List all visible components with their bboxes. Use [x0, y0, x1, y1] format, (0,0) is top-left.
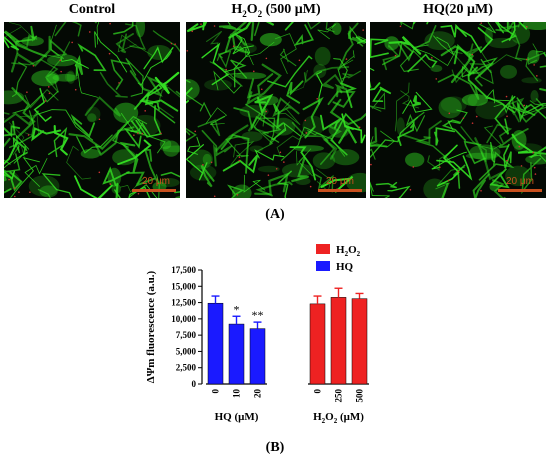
x-tick-label: 20 [253, 389, 263, 399]
panel-title-control: Control [68, 2, 116, 17]
bar [228, 323, 245, 385]
scale-bar [318, 189, 362, 192]
significance-mark: ** [252, 308, 264, 322]
y-tick-label: 10,000 [171, 314, 196, 324]
panel-title-h2o2: H2O2 (500 μM) [231, 2, 321, 19]
micrograph-control [4, 22, 180, 198]
scale-label: 20 μm [142, 176, 170, 187]
scale-label: 20 μm [326, 176, 354, 187]
legend: H2O2 HQ [316, 244, 361, 273]
x-tick-label: 0 [211, 389, 221, 394]
bar-chart: 0 2,500 5,000 7,500 10,000 12,500 15,000 17,500… [145, 244, 369, 425]
y-tick-label: 15,000 [171, 281, 196, 291]
legend-label: HQ [336, 261, 354, 273]
micrograph-hq [370, 22, 546, 198]
group-H2O2: 0 250 500 H2O2 (μM) [308, 287, 369, 425]
y-tick-label: 0 [192, 379, 197, 389]
scale-bar [498, 189, 542, 192]
y-tick-label: 5,000 [176, 346, 197, 356]
y-tick-label: 7,500 [176, 330, 197, 340]
y-tick-label: 17,500 [171, 265, 196, 275]
bar [330, 297, 347, 385]
x-tick-label: 0 [313, 389, 323, 394]
x-axis-label: HQ (μM) [215, 411, 259, 423]
y-axis: 0 2,500 5,000 7,500 10,000 12,500 15,000 17,500 [171, 265, 203, 389]
bar [309, 303, 326, 385]
scale-label: 20 μm [506, 176, 534, 187]
group-HQ: 0 * 10 ** 20 HQ (μM) [206, 295, 267, 423]
panel-a-label: (A) [265, 207, 285, 222]
bar [249, 328, 266, 385]
micrograph-h2o2 [186, 22, 366, 198]
y-tick-label: 12,500 [171, 298, 196, 308]
bar [351, 298, 368, 385]
x-tick-label: 250 [334, 389, 344, 403]
y-tick-label: 2,500 [176, 363, 197, 373]
significance-mark: * [234, 302, 240, 316]
legend-label: H2O2 [336, 244, 361, 258]
y-axis-label: ΔΨm fluorescence (a.u.) [145, 270, 157, 383]
panel-title-hq: HQ(20 μM) [423, 2, 493, 17]
legend-swatch [316, 261, 330, 271]
legend-swatch [316, 244, 330, 254]
x-axis-label: H2O2 (μM) [313, 411, 364, 425]
x-tick-label: 500 [355, 389, 365, 403]
panel-b-label: (B) [265, 440, 285, 455]
scale-bar [132, 189, 176, 192]
bar [207, 302, 224, 385]
x-tick-label: 10 [232, 389, 242, 399]
